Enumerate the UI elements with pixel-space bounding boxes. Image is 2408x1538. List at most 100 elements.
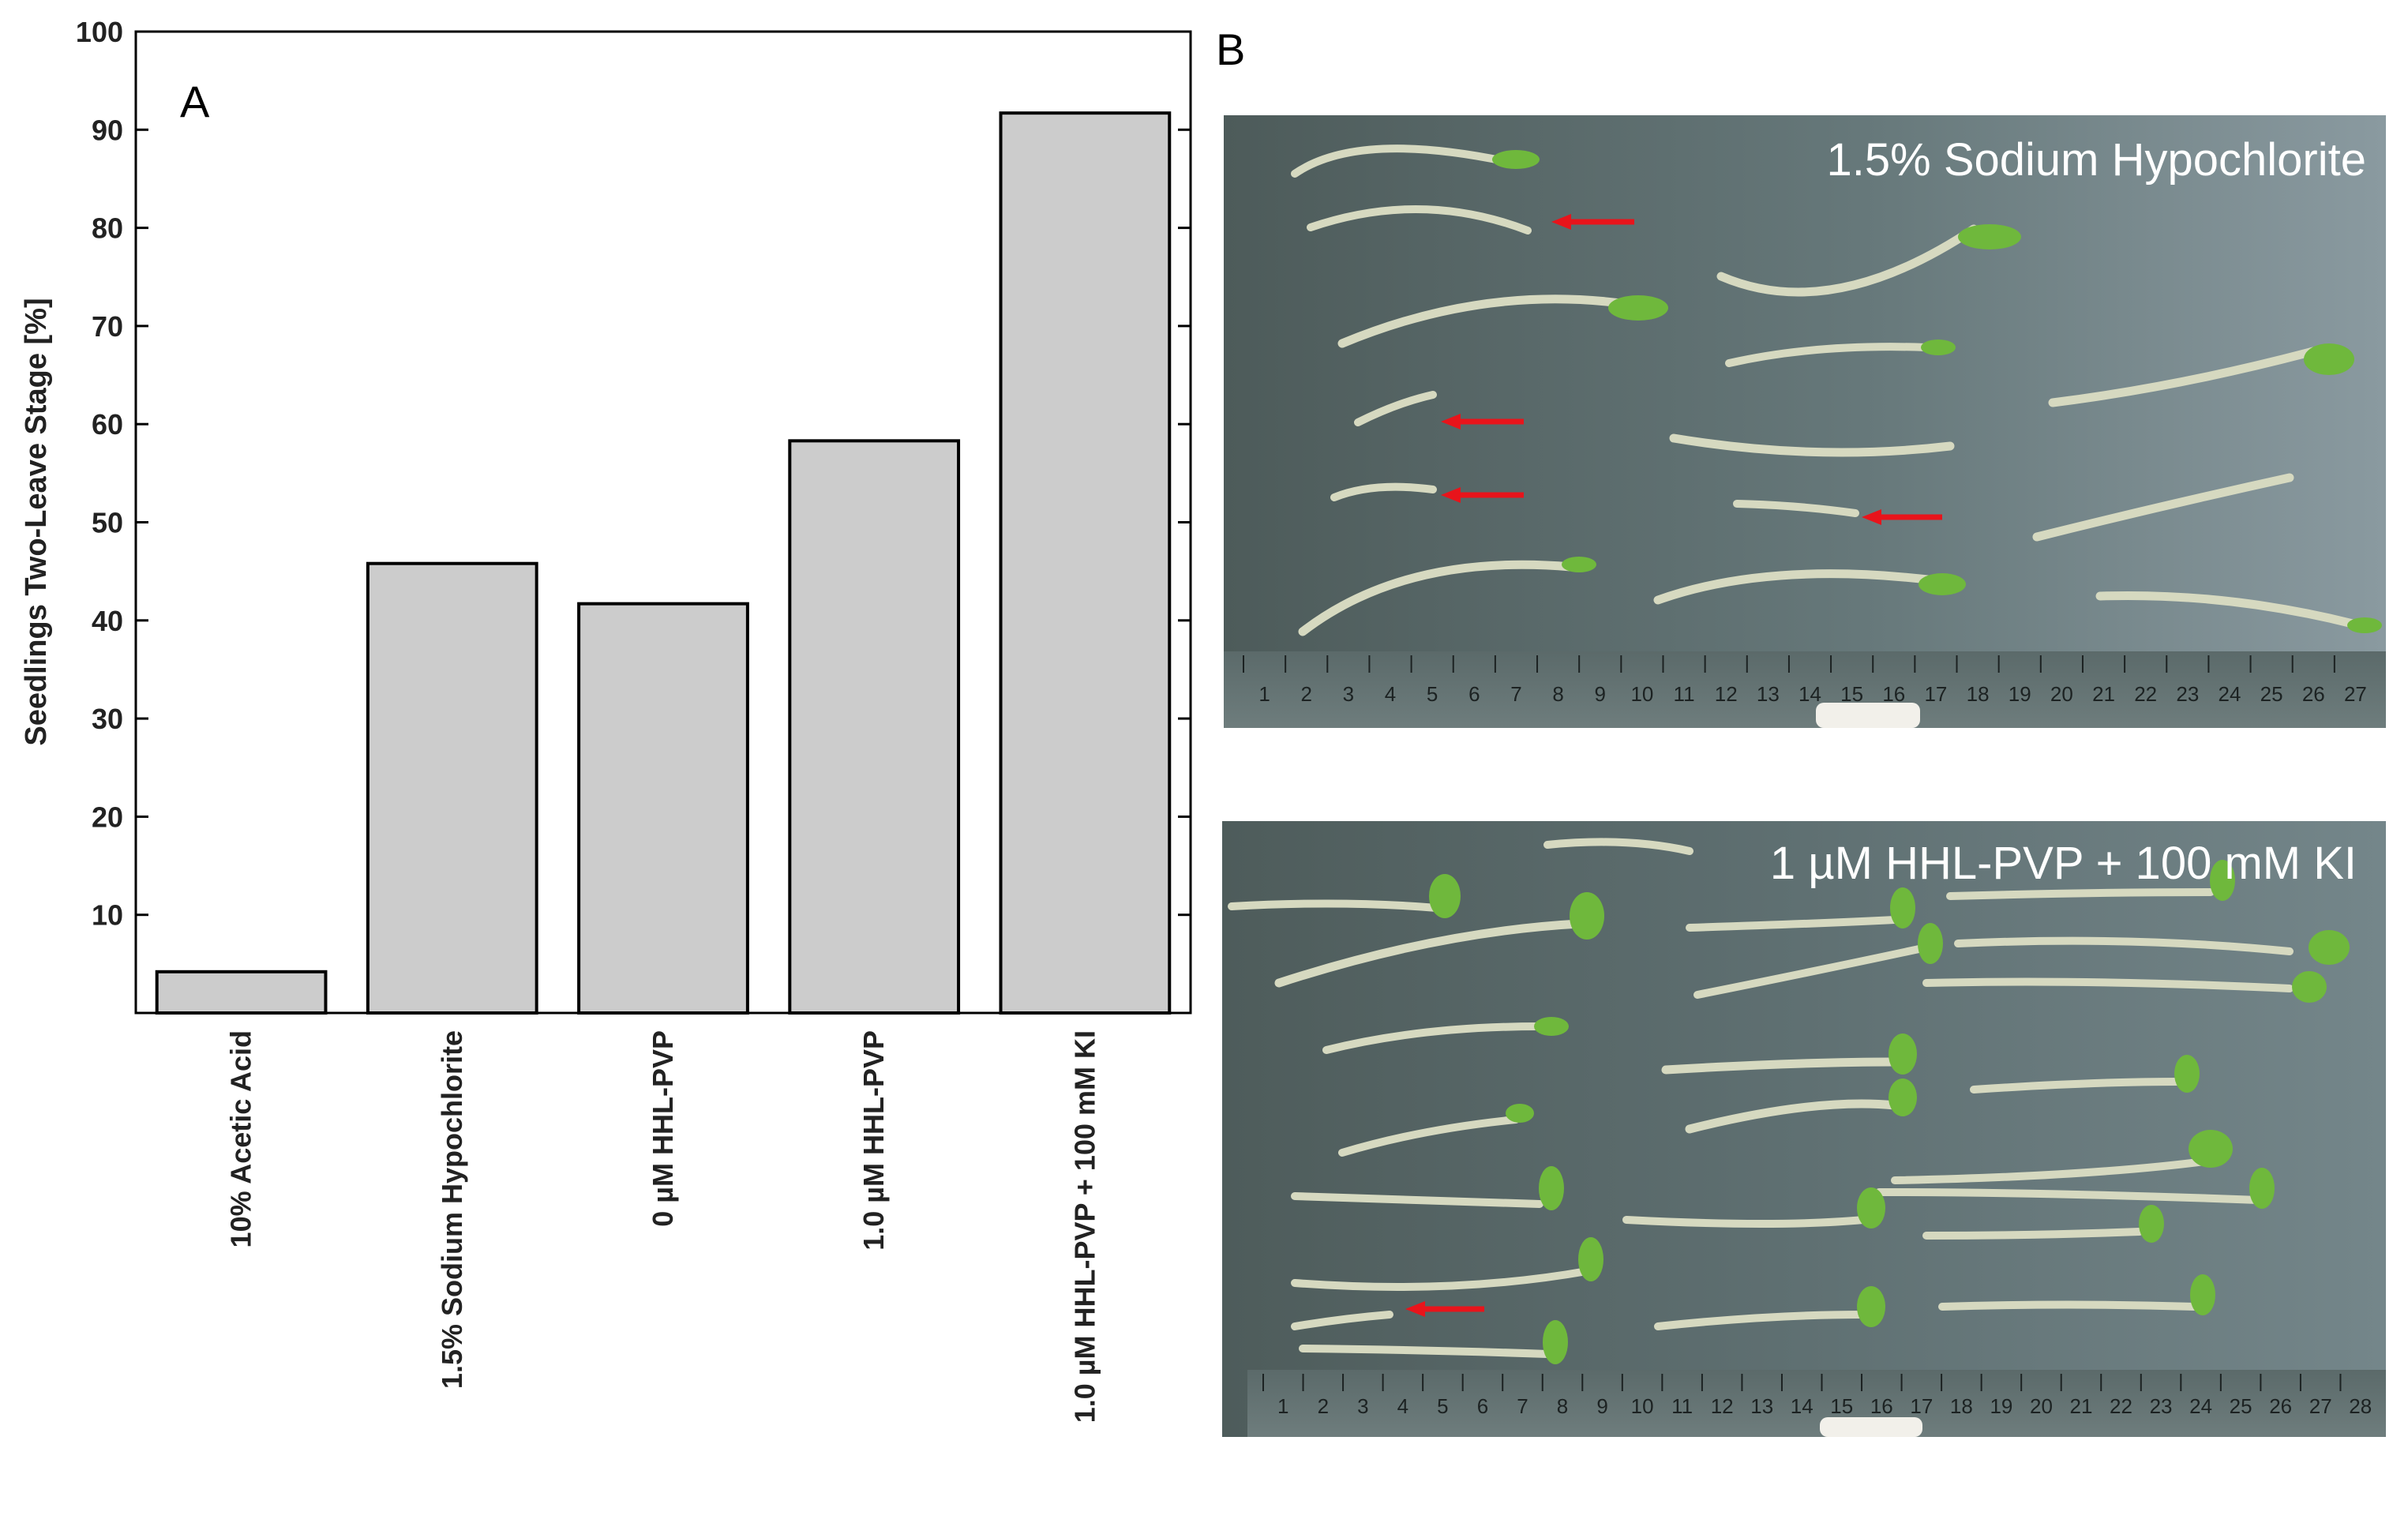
leaf bbox=[1918, 923, 1943, 964]
ruler-label: 6 bbox=[1468, 682, 1480, 706]
ruler-label: 8 bbox=[1557, 1394, 1568, 1418]
ruler-label: 11 bbox=[1671, 1394, 1693, 1418]
ruler-label: 8 bbox=[1552, 682, 1563, 706]
leaf bbox=[1958, 224, 2021, 249]
ruler-label: 7 bbox=[1510, 682, 1521, 706]
ruler-label: 26 bbox=[2302, 682, 2325, 706]
seedling bbox=[1291, 1267, 1591, 1291]
leaf bbox=[1534, 1017, 1569, 1036]
ruler-label: 17 bbox=[1910, 1394, 1933, 1418]
x-tick-label: 1.5% Sodium Hypochlorite bbox=[436, 1030, 468, 1389]
seedling bbox=[1669, 433, 1955, 457]
ruler-label: 1 bbox=[1258, 682, 1270, 706]
ruler-label: 24 bbox=[2189, 1394, 2212, 1418]
ruler-label: 10 bbox=[1631, 1394, 1654, 1418]
bar bbox=[788, 439, 961, 1015]
leaves-group bbox=[1492, 150, 2382, 633]
ruler-label: 19 bbox=[1990, 1394, 2012, 1418]
ruler-label: 22 bbox=[2110, 1394, 2132, 1418]
seedling bbox=[1354, 391, 1437, 426]
seedling bbox=[1946, 888, 2215, 900]
ruler-label: 20 bbox=[2050, 682, 2073, 706]
photo-caption: 1.5% Sodium Hypochlorite bbox=[1827, 134, 2366, 186]
y-tick-label: 100 bbox=[76, 16, 123, 48]
leaf bbox=[1889, 1033, 1917, 1075]
seedling bbox=[1954, 936, 2294, 955]
ruler-label: 19 bbox=[2009, 682, 2031, 706]
ruler-label: 14 bbox=[1798, 682, 1821, 706]
ruler-label: 16 bbox=[1882, 682, 1905, 706]
ruler-label: 20 bbox=[2030, 1394, 2053, 1418]
leaf bbox=[1919, 573, 1966, 595]
seedling bbox=[1228, 899, 1441, 912]
seedling bbox=[2048, 347, 2318, 407]
ruler-label: 2 bbox=[1318, 1394, 1329, 1418]
ruler-label: 4 bbox=[1385, 682, 1396, 706]
ruler bbox=[1247, 1370, 2386, 1437]
ruler-label: 3 bbox=[1343, 682, 1354, 706]
leaf bbox=[2309, 930, 2350, 965]
bars-group bbox=[155, 111, 1172, 1015]
ruler-label: 7 bbox=[1517, 1394, 1528, 1418]
seedling bbox=[1291, 1192, 1543, 1208]
ruler-label: 25 bbox=[2260, 682, 2283, 706]
seedling bbox=[1922, 977, 2294, 992]
leaf bbox=[2249, 1168, 2275, 1209]
ruler-label: 9 bbox=[1596, 1394, 1607, 1418]
ruler-tab bbox=[1820, 1417, 1922, 1437]
seedling bbox=[1337, 294, 1631, 348]
seedling bbox=[1661, 1057, 1900, 1075]
x-tick-label: 1.0 µM HHL-PVP + 100 mM KI bbox=[1068, 1030, 1101, 1423]
red-arrow-head bbox=[1441, 414, 1461, 430]
seedling bbox=[1307, 204, 1532, 234]
ruler-label: 5 bbox=[1437, 1394, 1448, 1418]
ruler-label: 2 bbox=[1300, 682, 1311, 706]
y-tick-label: 90 bbox=[92, 114, 123, 146]
ruler-label: 9 bbox=[1595, 682, 1606, 706]
photo-caption: 1 µM HHL-PVP + 100 mM KI bbox=[1770, 838, 2357, 889]
red-arrow-head bbox=[1441, 487, 1461, 503]
leaf bbox=[1857, 1187, 1885, 1229]
ruler-label: 15 bbox=[1830, 1394, 1853, 1418]
seedlings-group bbox=[1228, 838, 2294, 1358]
seedling bbox=[1274, 919, 1584, 988]
leaf bbox=[2174, 1055, 2200, 1093]
x-axis-labels: 10% Acetic Acid 1.5% Sodium Hypochlorite 0… bbox=[225, 1030, 1101, 1423]
leaf bbox=[2210, 860, 2235, 901]
leaf bbox=[1570, 892, 1604, 940]
ruler-label: 23 bbox=[2176, 682, 2199, 706]
ruler-label: 24 bbox=[2219, 682, 2241, 706]
bar bbox=[999, 111, 1172, 1015]
seedling bbox=[1291, 1311, 1393, 1330]
leaf bbox=[2189, 1130, 2233, 1168]
seedling bbox=[1970, 1078, 2183, 1093]
seedling bbox=[1685, 1099, 1900, 1134]
y-tick-label: 50 bbox=[92, 507, 123, 539]
ruler-label: 21 bbox=[2070, 1394, 2093, 1418]
ruler-labels: 1 2 3 4 5 6 7 8 9 10 11 12 13 14 15 16 17 18 19 20 21 22 23 24 2… bbox=[1243, 655, 2367, 706]
leaf bbox=[1543, 1320, 1568, 1364]
ruler-label: 27 bbox=[2344, 682, 2367, 706]
leaf bbox=[2139, 1205, 2164, 1243]
seedling bbox=[1725, 343, 1930, 367]
ruler-label: 22 bbox=[2134, 682, 2157, 706]
panel-a-label: A bbox=[180, 77, 210, 126]
seedling bbox=[1299, 1345, 1551, 1358]
ruler-label: 15 bbox=[1840, 682, 1863, 706]
leaf bbox=[2190, 1274, 2215, 1315]
red-arrow-head bbox=[1862, 509, 1881, 525]
seedling bbox=[1891, 1157, 2215, 1184]
ruler-label: 25 bbox=[2230, 1394, 2252, 1418]
photo-hhl-pvp-ki: 1 2 3 4 5 6 7 8 9 10 11 12 13 14 15 16 17 18 19 20 21 22 23 24 2… bbox=[1222, 821, 2386, 1437]
leaf bbox=[1578, 1237, 1603, 1281]
leaf bbox=[1608, 295, 1668, 321]
seedling bbox=[1322, 1022, 1543, 1054]
ruler-label: 12 bbox=[1715, 682, 1738, 706]
x-tick-label: 0 µM HHL-PVP bbox=[647, 1030, 679, 1227]
ruler bbox=[1224, 651, 2386, 728]
seedling bbox=[2095, 591, 2357, 628]
ruler-label: 28 bbox=[2349, 1394, 2372, 1418]
seedling bbox=[1693, 943, 1930, 999]
ruler-label: 23 bbox=[2150, 1394, 2173, 1418]
y-tick-label: 60 bbox=[92, 408, 123, 441]
